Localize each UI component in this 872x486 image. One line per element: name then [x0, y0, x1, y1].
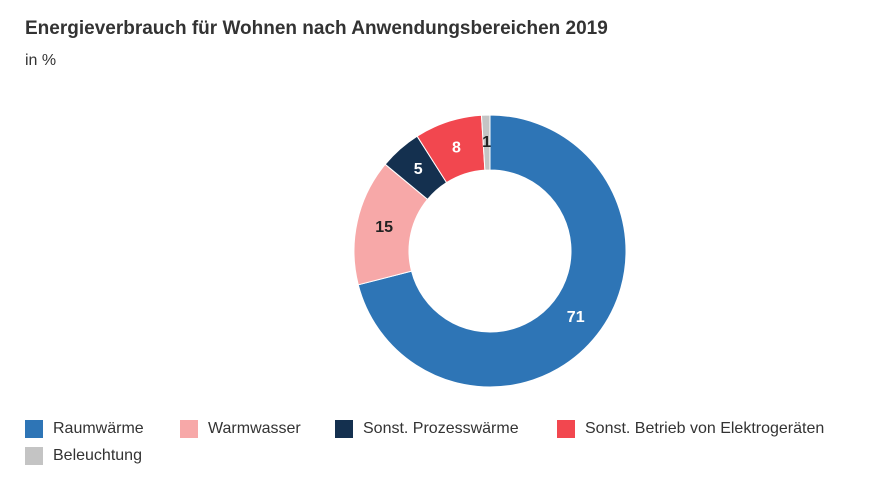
- legend-label: Sonst. Prozesswärme: [363, 420, 519, 437]
- legend-item-raumwaerme[interactable]: Raumwärme: [25, 420, 144, 438]
- legend-label: Warmwasser: [208, 420, 301, 437]
- legend-swatch: [557, 420, 575, 438]
- legend-swatch: [25, 420, 43, 438]
- chart-title: Energieverbrauch für Wohnen nach Anwendu…: [25, 18, 608, 39]
- legend-swatch: [335, 420, 353, 438]
- donut-slice-raumwaerme[interactable]: [357, 114, 627, 388]
- donut-slice-beleuchtung[interactable]: [480, 114, 491, 171]
- slice-label-warmwasser: 15: [375, 219, 393, 236]
- legend-label: Beleuchtung: [53, 447, 142, 464]
- legend-item-beleuchtung[interactable]: Beleuchtung: [25, 447, 142, 465]
- legend-label: Raumwärme: [53, 420, 144, 437]
- legend-item-warmwasser[interactable]: Warmwasser: [180, 420, 301, 438]
- slice-label-raumwaerme: 71: [567, 309, 585, 326]
- legend-item-sonst-betrieb-elektrogeraete[interactable]: Sonst. Betrieb von Elektrogeräten: [557, 420, 824, 438]
- legend-swatch: [180, 420, 198, 438]
- slice-label-sonst-betrieb-von-elektrogeraeten: 8: [452, 139, 461, 156]
- slice-label-beleuchtung: 1: [482, 134, 491, 151]
- slice-label-sonst-prozesswaerme: 5: [414, 161, 423, 178]
- chart-subtitle: in %: [25, 52, 57, 69]
- legend-item-sonst-prozesswaerme[interactable]: Sonst. Prozesswärme: [335, 420, 519, 438]
- legend-swatch: [25, 447, 43, 465]
- legend-label: Sonst. Betrieb von Elektrogeräten: [585, 420, 825, 437]
